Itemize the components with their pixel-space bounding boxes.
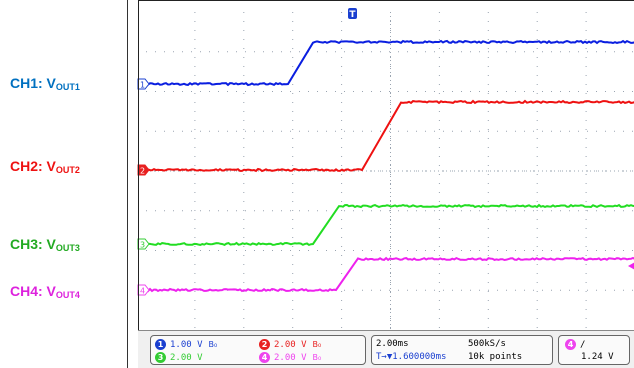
- ch2-badge: 2: [259, 339, 270, 350]
- status-bar: 1 1.00 V B₀ 2 2.00 V B₀ 3 2.00 V 4 2.00 V B₀ 2.…: [138, 330, 634, 368]
- rising-edge-icon: /: [580, 340, 585, 350]
- ch2-scale[interactable]: 2 2.00 V B₀: [259, 339, 321, 351]
- record-length: 10k points: [468, 352, 522, 363]
- ch1-scale[interactable]: 1 1.00 V B₀: [155, 339, 217, 351]
- ch2-label: CH2: VOUT2: [10, 158, 80, 178]
- screen-border: [138, 0, 634, 330]
- channel-scale-box[interactable]: 1 1.00 V B₀ 2 2.00 V B₀ 3 2.00 V 4 2.00 V B₀: [150, 335, 366, 365]
- bandwidth-limit-icon: B₀: [313, 352, 322, 363]
- trigger-position[interactable]: T→▼1.600000ms: [376, 352, 446, 363]
- ch4-scale[interactable]: 4 2.00 V B₀: [259, 352, 321, 364]
- horizontal-box[interactable]: 2.00ms 500kS/s T→▼1.600000ms 10k points: [371, 335, 553, 365]
- bandwidth-limit-icon: B₀: [313, 339, 322, 350]
- trigger-source[interactable]: 4/: [565, 339, 585, 351]
- sample-rate: 500kS/s: [468, 339, 506, 350]
- ch4-label: CH4: VOUT4: [10, 283, 80, 303]
- ch3-scale[interactable]: 3 2.00 V: [155, 352, 203, 364]
- bandwidth-limit-icon: B₀: [209, 339, 218, 350]
- ch3-badge: 3: [155, 352, 166, 363]
- trigger-box[interactable]: 4/ 1.24 V: [558, 335, 630, 365]
- ch1-label: CH1: VOUT1: [10, 75, 80, 95]
- oscilloscope-display: T 1 2 3 4: [127, 0, 634, 368]
- ch1-badge: 1: [155, 339, 166, 350]
- timebase[interactable]: 2.00ms: [376, 339, 409, 350]
- trigger-level[interactable]: 1.24 V: [581, 352, 614, 363]
- ch4-badge: 4: [259, 352, 270, 363]
- ch3-label: CH3: VOUT3: [10, 236, 80, 256]
- trigger-source-badge: 4: [565, 339, 576, 350]
